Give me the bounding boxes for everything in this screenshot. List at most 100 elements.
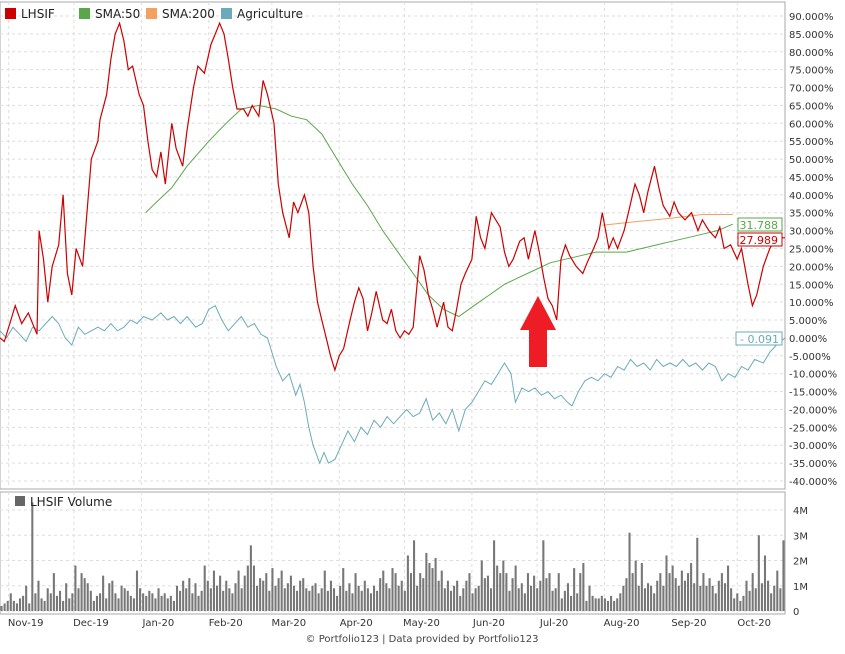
up-arrow-shape: [520, 296, 556, 367]
volume-bar: [619, 593, 622, 611]
price-tick-label: 30.000%: [789, 227, 834, 238]
volume-bar: [782, 540, 785, 611]
series-lines: [0, 21, 786, 465]
volume-bar: [616, 598, 619, 611]
volume-bar: [314, 583, 317, 611]
legend-swatch-sma200[interactable]: [146, 8, 157, 19]
agriculture-callout: - 0.091: [740, 333, 779, 346]
volume-bar: [22, 595, 25, 611]
volume-bar: [745, 580, 748, 611]
volume-bar: [662, 585, 665, 611]
volume-bar: [243, 575, 246, 611]
volume-bar: [502, 560, 505, 611]
volume-legend-swatch[interactable]: [15, 496, 25, 506]
volume-bar: [597, 598, 600, 611]
volume-bar: [252, 565, 256, 611]
x-tick-label: May-20: [403, 618, 440, 629]
volume-bar: [714, 593, 717, 611]
volume-bar: [89, 590, 92, 611]
volume-bar: [582, 563, 585, 611]
price-tick-label: -20.000%: [789, 405, 837, 416]
volume-bar: [323, 570, 326, 611]
volume-legend: LHSIF Volume: [15, 495, 112, 509]
volume-bar: [763, 555, 767, 611]
volume-legend-label[interactable]: LHSIF Volume: [30, 495, 112, 509]
x-tick-label: Feb-20: [209, 618, 243, 629]
volume-tick-label: 3M: [793, 531, 808, 542]
volume-bar: [357, 585, 360, 611]
volume-bar: [425, 552, 428, 611]
volume-bar: [468, 573, 471, 611]
volume-bar: [43, 600, 46, 611]
volume-bar: [95, 595, 99, 611]
volume-bar: [336, 595, 339, 611]
volume-bar: [628, 532, 631, 611]
legend-swatch-agriculture[interactable]: [221, 8, 232, 19]
volume-bar: [409, 573, 413, 611]
price-tick-label: 15.000%: [789, 280, 834, 291]
volume-bar: [696, 537, 699, 611]
volume-bar: [237, 570, 240, 611]
volume-bar: [548, 573, 551, 611]
legend-label-lhsif[interactable]: LHSIF: [21, 7, 55, 21]
volume-bar: [443, 588, 446, 611]
volume-bar: [742, 595, 745, 611]
volume-bar: [372, 585, 376, 611]
price-grid: [0, 2, 785, 614]
volume-bar: [203, 565, 206, 611]
volume-bar: [311, 585, 314, 611]
volume-bar: [760, 583, 763, 611]
volume-bar: [166, 598, 169, 611]
volume-bar: [477, 585, 480, 611]
volume-bar: [603, 598, 606, 611]
volume-bar: [403, 590, 406, 611]
volume-bar: [686, 573, 690, 611]
volume-bar: [68, 598, 71, 611]
volume-bar: [305, 588, 308, 611]
legend-label-sma200[interactable]: SMA:200: [162, 7, 215, 21]
volume-bar: [286, 583, 289, 611]
volume-bar: [71, 593, 74, 611]
volume-bar: [58, 590, 62, 611]
x-tick-label: Jan-20: [141, 618, 174, 629]
volume-bar: [416, 585, 419, 611]
volume-bar: [369, 593, 372, 611]
volume-bar: [588, 585, 591, 611]
legend-label-sma50[interactable]: SMA:50: [95, 7, 140, 21]
volume-bars: [0, 502, 785, 611]
volume-bar: [132, 598, 135, 611]
volume-bar: [779, 588, 782, 611]
sma50-line: [145, 104, 733, 318]
volume-bar: [465, 580, 468, 611]
volume-bar: [585, 600, 588, 611]
price-tick-label: 80.000%: [789, 48, 834, 59]
volume-bar: [188, 578, 191, 611]
volume-bar: [135, 570, 139, 611]
volume-bar: [31, 502, 34, 611]
volume-bar: [533, 575, 536, 611]
volume-bar: [102, 575, 105, 611]
volume-bar: [225, 580, 228, 611]
volume-bar: [197, 595, 200, 611]
volume-bar: [631, 573, 634, 611]
volume-bar: [591, 595, 594, 611]
volume-bar: [34, 593, 37, 611]
legend-swatch-sma50[interactable]: [79, 8, 90, 19]
volume-bar: [117, 598, 120, 611]
volume-bar: [385, 583, 388, 611]
price-y-axis: 90.000% 85.000% 80.000% 75.000% 70.000% 65.00…: [789, 12, 837, 488]
sma50-callout: 31.788: [740, 219, 779, 232]
volume-bar: [259, 578, 262, 611]
volume-bar: [268, 590, 271, 611]
volume-bar: [643, 588, 646, 611]
volume-bar: [292, 585, 296, 611]
legend: LHSIF SMA:50 SMA:200 Agriculture: [5, 7, 303, 21]
legend-swatch-lhsif[interactable]: [5, 8, 16, 19]
volume-bar: [163, 593, 166, 611]
volume-bar: [413, 540, 416, 611]
legend-label-agriculture[interactable]: Agriculture: [237, 7, 303, 21]
volume-bar: [514, 565, 517, 611]
volume-bar: [0, 605, 3, 611]
volume-bar: [271, 568, 274, 611]
